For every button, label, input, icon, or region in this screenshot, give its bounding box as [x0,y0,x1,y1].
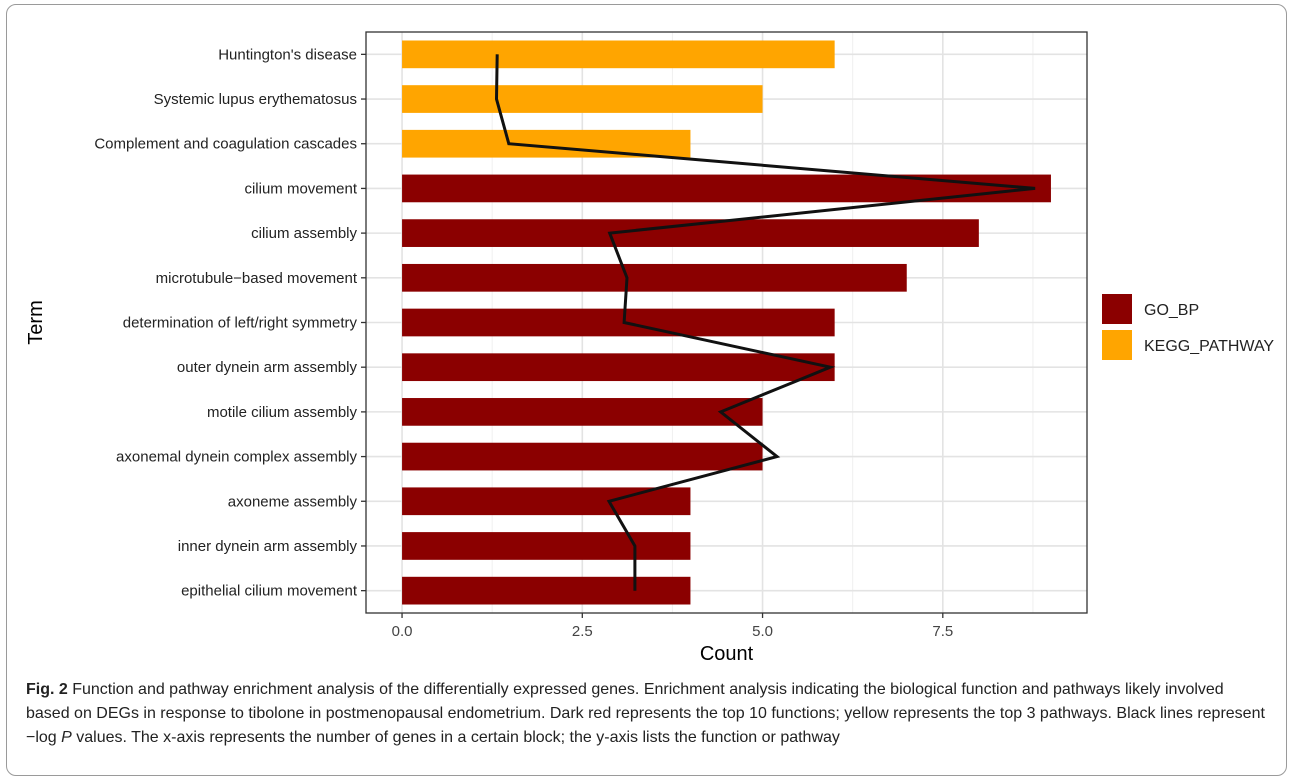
y-tick-label: cilium assembly [251,225,357,242]
y-tick-label: microtubule−based movement [156,270,358,287]
y-tick-label: motile cilium assembly [207,404,358,421]
y-tick-label: axonemal dynein complex assembly [116,449,357,466]
bar-7 [402,308,835,337]
y-tick-label: axoneme assembly [228,493,358,510]
y-tick-label: inner dynein arm assembly [178,538,358,555]
plot-border [365,31,1088,614]
y-tick-label: outer dynein arm assembly [177,359,358,376]
bars [402,40,1051,605]
y-tick-label: Systemic lupus erythematosus [154,91,357,108]
bar-12 [402,532,691,560]
legend-label: GO_BP [1144,302,1199,319]
legend: GO_BP KEGG_PATHWAY [1102,294,1274,360]
y-axis-title: Term [25,300,47,344]
caption-text-end: values. The x-axis represents the number… [71,729,840,746]
y-tick-label: epithelial cilium movement [181,583,358,600]
figure-label: Fig. 2 [26,681,68,698]
caption-text: Function and pathway enrichment analysis… [26,681,1265,746]
bar-8 [402,353,835,382]
y-tick-label: Huntington's disease [218,46,357,63]
x-axis-ticks: 0.0 2.5 5.0 7.5 [392,613,953,640]
bar-13 [402,576,691,605]
bar-3 [402,129,691,158]
caption-italic-p: P [61,729,72,746]
x-tick-label: 2.5 [572,623,593,640]
y-tick-label: determination of left/right symmetry [123,315,358,332]
enrichment-bar-chart: Huntington's disease Systemic lupus eryth… [25,31,1274,665]
x-tick-label: 5.0 [752,623,773,640]
bar-2 [402,85,763,113]
x-axis-title: Count [700,643,754,665]
bar-9 [402,398,763,426]
neg-log-p-line [494,54,1036,591]
y-axis-ticks: Huntington's disease Systemic lupus eryth… [94,46,366,600]
x-tick-label: 7.5 [932,623,953,640]
neg-log-p-polyline [494,54,1036,591]
bar-10 [402,442,763,471]
legend-swatch [1102,330,1132,360]
x-tick-label: 0.0 [392,623,413,640]
bar-6 [402,263,907,292]
figure-caption: Fig. 2 Function and pathway enrichment a… [26,678,1271,750]
legend-label: KEGG_PATHWAY [1144,338,1274,355]
bar-1 [402,40,835,69]
y-tick-label: cilium movement [244,180,357,197]
legend-swatch [1102,294,1132,324]
y-tick-label: Complement and coagulation cascades [94,136,357,153]
